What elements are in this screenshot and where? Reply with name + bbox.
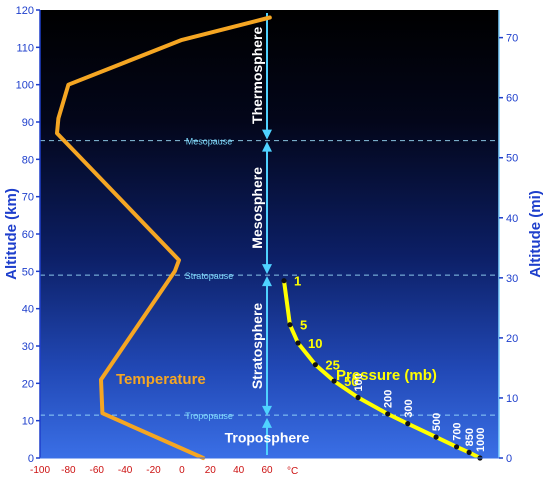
pressure-point-label: 100 xyxy=(353,373,365,391)
x-axis-tick-label: 0 xyxy=(179,465,185,476)
boundary-label: Stratopause xyxy=(185,271,234,281)
x-axis-tick-label: -100 xyxy=(30,465,50,476)
pressure-point-label: 5 xyxy=(300,318,307,333)
temperature-line xyxy=(55,15,272,460)
pressure-point-label: 1 xyxy=(294,274,301,289)
pressure-point-label: 10 xyxy=(308,336,322,351)
right-axis-tick-label: 10 xyxy=(506,393,518,405)
temperature-series-label: Temperature xyxy=(116,371,206,388)
pressure-point-label: 700 xyxy=(452,422,464,440)
pressure-point-label: 300 xyxy=(403,399,415,417)
pressure-point xyxy=(331,378,337,384)
layer-arrow-down-head xyxy=(262,264,272,275)
x-axis-tick-label: -60 xyxy=(90,465,105,476)
layer-arrow-up-head xyxy=(262,276,272,287)
pressure-point xyxy=(312,362,318,368)
right-axis-tick-label: 30 xyxy=(506,273,518,285)
boundary-label: Mesopause xyxy=(186,137,233,147)
left-axis-tick-label: 20 xyxy=(22,378,34,390)
pressure-point-label: 1000 xyxy=(475,428,487,452)
layer-arrow-up-head xyxy=(262,141,272,152)
layer-label: Mesosphere xyxy=(249,167,265,249)
pressure-point xyxy=(385,411,391,417)
left-axis-tick-label: 90 xyxy=(22,117,34,129)
pressure-point xyxy=(295,340,301,346)
left-axis-tick-label: 40 xyxy=(22,304,34,316)
pressure-point xyxy=(453,444,460,450)
layer-arrow-down-head xyxy=(262,405,272,416)
pressure-point xyxy=(405,421,411,427)
left-axis-tick-label: 0 xyxy=(28,453,34,465)
left-axis-tick-label: 70 xyxy=(22,192,34,204)
left-axis-tick-label: 50 xyxy=(22,266,34,278)
pressure-point-label: 200 xyxy=(383,390,395,408)
left-axis-tick-label: 10 xyxy=(22,416,34,428)
temperature-unit-label: °C xyxy=(287,466,298,477)
right-axis-tick-label: 60 xyxy=(506,93,518,105)
plot-background xyxy=(40,10,499,458)
x-axis-tick-label: -20 xyxy=(146,465,161,476)
layer-arrow-up-head xyxy=(262,417,272,428)
right-axis-tick-label: 0 xyxy=(506,453,512,465)
right-axis-tick-label: 40 xyxy=(506,213,518,225)
left-axis-tick-label: 120 xyxy=(16,5,34,17)
pressure-point xyxy=(355,394,361,401)
layer-arrows xyxy=(262,13,272,455)
layer-label: Stratosphere xyxy=(249,303,265,390)
right-axis-tick-label: 20 xyxy=(506,333,518,345)
pressure-point xyxy=(466,449,472,455)
left-axis-tick-label: 110 xyxy=(16,42,34,54)
left-axis-tick-label: 60 xyxy=(22,229,34,241)
pressure-point-label: 500 xyxy=(431,413,443,431)
x-axis-tick-label: 60 xyxy=(261,465,273,476)
x-axis-tick-label: 20 xyxy=(205,465,217,476)
x-axis-tick-label: -40 xyxy=(118,465,133,476)
right-axis-label: Altitude (mi) xyxy=(527,190,544,278)
temperature-series xyxy=(55,15,272,460)
layer-label: Thermosphere xyxy=(249,26,265,123)
pressure-point-label: 50 xyxy=(344,374,358,389)
boundary-lines: Mesopause Stratopause Tropopause xyxy=(40,137,499,421)
pressure-series-label: Pressure (mb) xyxy=(336,367,437,384)
left-axis-tick-label: 100 xyxy=(16,80,34,92)
left-axis-tick-label: 80 xyxy=(22,154,34,166)
right-axis: 0 10 20 30 40 50 60 70 xyxy=(498,10,518,465)
left-axis: 0 10 20 30 40 50 60 70 80 90 100 110 120 xyxy=(16,5,41,465)
right-axis-tick-label: 70 xyxy=(506,33,518,45)
pressure-point xyxy=(433,434,439,440)
layer-labels: Thermosphere Mesosphere Stratosphere Tropos… xyxy=(225,26,310,445)
pressure-point xyxy=(287,322,293,328)
pressure-point-label: 25 xyxy=(325,358,339,373)
right-axis-tick-label: 50 xyxy=(506,153,518,165)
layer-arrow-down-head xyxy=(262,129,272,140)
x-axis: -100 -80 -60 -40 -20 0 20 40 60 xyxy=(30,457,499,476)
x-axis-tick-label: 40 xyxy=(233,465,245,476)
boundary-label: Tropopause xyxy=(185,411,233,421)
pressure-point xyxy=(281,278,287,284)
x-axis-tick-label: -80 xyxy=(61,465,76,476)
layer-label: Troposphere xyxy=(225,429,310,445)
left-axis-tick-label: 30 xyxy=(22,341,34,353)
left-axis-label: Altitude (km) xyxy=(3,188,20,280)
pressure-point-label: 850 xyxy=(464,428,476,446)
